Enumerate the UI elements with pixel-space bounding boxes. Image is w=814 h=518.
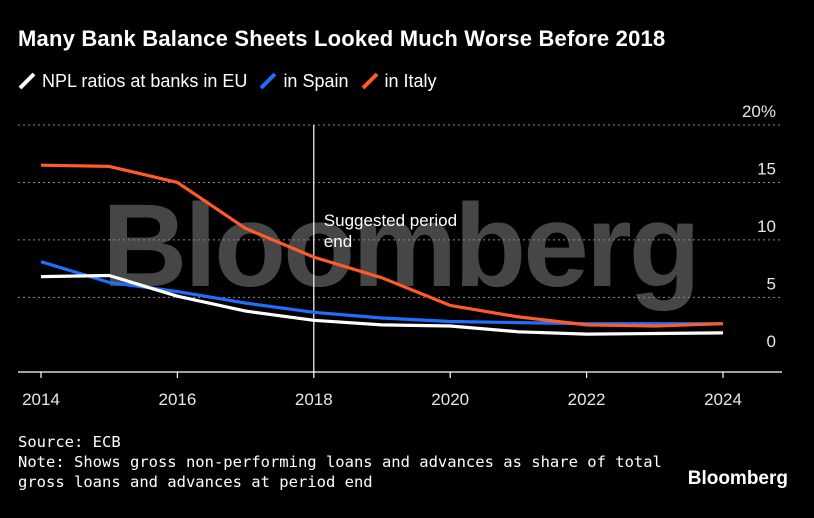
annotation-text: end: [324, 232, 352, 251]
y-tick-label: 10: [757, 217, 776, 236]
legend-item-eu: NPL ratios at banks in EU: [18, 71, 247, 92]
legend-swatch-eu: [18, 72, 36, 90]
x-tick-label: 2024: [704, 390, 742, 409]
series-line-eu: [40, 273, 724, 336]
y-tick-label: 20%: [742, 102, 776, 121]
legend-swatch-spain-line: [260, 72, 277, 90]
note-line-1: Note: Shows gross non-performing loans a…: [18, 453, 662, 471]
legend-swatch-italy: [361, 72, 378, 90]
note-line-2: gross loans and advances at period end: [18, 473, 373, 491]
legend-swatch-italy-line: [361, 72, 378, 90]
legend-swatch-spain: [260, 72, 277, 90]
chart-title: Many Bank Balance Sheets Looked Much Wor…: [18, 26, 666, 51]
legend-item-italy: in Italy: [361, 71, 437, 92]
legend-label-spain: in Spain: [283, 70, 349, 91]
y-tick-label: 15: [757, 159, 776, 178]
footer-notes: Source: ECB Note: Shows gross non-perfor…: [18, 432, 662, 492]
x-tick-label: 2016: [158, 390, 196, 409]
x-tick-label: 2014: [22, 390, 60, 409]
source-text: Source: ECB: [18, 433, 121, 451]
legend-item-spain: in Spain: [259, 70, 349, 92]
x-tick-label: 2018: [295, 390, 333, 409]
legend: NPL ratios at banks in EU in Spain in It…: [18, 70, 449, 92]
legend-label-eu: NPL ratios at banks in EU: [42, 70, 248, 91]
watermark-text: Bloomberg: [102, 180, 698, 312]
x-tick-label: 2020: [431, 390, 469, 409]
x-tick-label: 2022: [568, 390, 606, 409]
y-tick-label: 5: [767, 274, 776, 293]
series-line-italy: [40, 163, 724, 328]
y-tick-label: 0: [767, 332, 776, 351]
bloomberg-logo: Bloomberg: [687, 468, 788, 489]
annotation-text: Suggested period: [324, 211, 457, 230]
legend-swatch-eu-line: [18, 72, 36, 90]
legend-label-italy: in Italy: [384, 70, 437, 91]
